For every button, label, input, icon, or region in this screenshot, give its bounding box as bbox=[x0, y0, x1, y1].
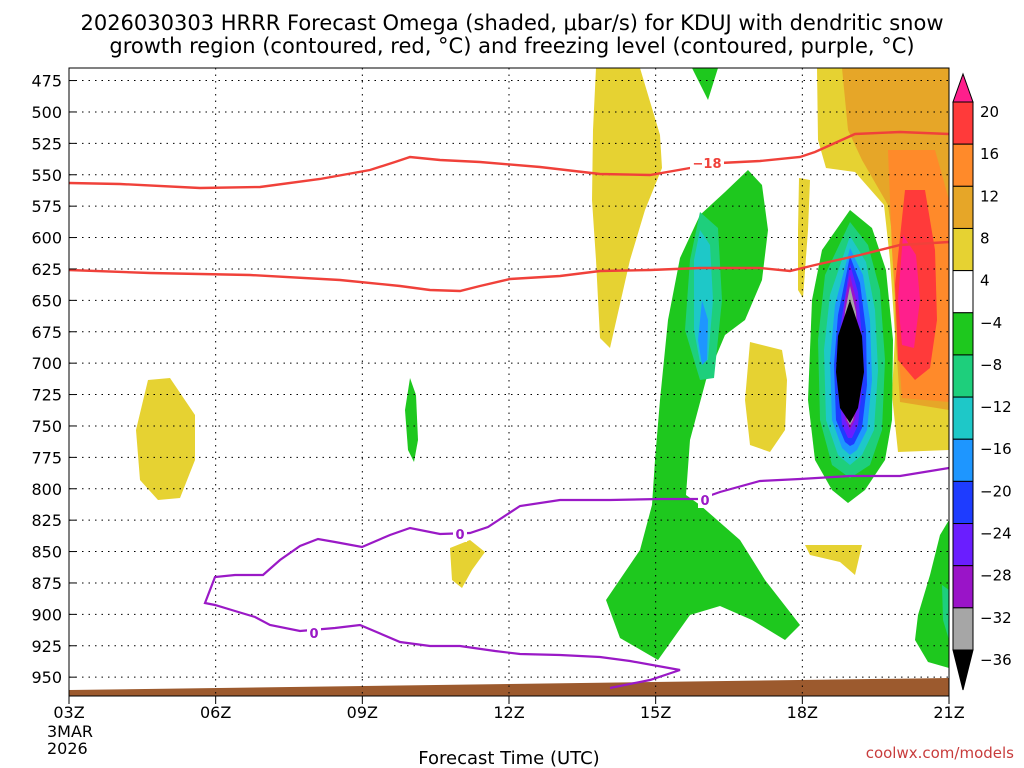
y-tick-label: 600 bbox=[31, 229, 62, 248]
colorbar-label: 16 bbox=[980, 145, 999, 163]
y-tick-label: 700 bbox=[31, 354, 62, 373]
dgz-lower-isotherm bbox=[69, 240, 949, 293]
x-tick-label: 12Z bbox=[493, 703, 524, 722]
freezing-contour-label-1: 0 bbox=[455, 528, 464, 543]
y-tick-label: 950 bbox=[31, 668, 62, 687]
x-tick-label: 18Z bbox=[787, 703, 818, 722]
omega-positive-20 bbox=[898, 235, 920, 348]
freezing-contour-label-3: 0 bbox=[309, 627, 318, 642]
y-tick-label: 850 bbox=[31, 543, 62, 562]
dgz-contour-label: −18 bbox=[693, 157, 722, 172]
x-axis-label: Forecast Time (UTC) bbox=[418, 748, 599, 768]
colorbar-swatch bbox=[952, 565, 974, 609]
y-tick-label: 675 bbox=[31, 323, 62, 342]
y-tick-label: 875 bbox=[31, 574, 62, 593]
freezing-level-contours bbox=[203, 466, 949, 690]
colorbar-swatch bbox=[952, 185, 974, 229]
y-tick-label: 550 bbox=[31, 166, 62, 185]
y-axis: 475 500 525 550 575 600 625 650 675 700 725 750 775 8… bbox=[31, 72, 76, 687]
colorbar-label: −4 bbox=[980, 314, 1002, 332]
freezing-level-upper bbox=[203, 466, 949, 690]
omega-negative-right-edge bbox=[915, 520, 949, 668]
omega-positive-slim-2 bbox=[745, 342, 787, 452]
contour-labels: −18 0 0 0 bbox=[307, 156, 724, 642]
omega-core-black bbox=[836, 300, 864, 423]
omega-negative-thin bbox=[405, 378, 418, 462]
dgz-upper-isotherm bbox=[69, 130, 949, 190]
colorbar-label: −20 bbox=[980, 482, 1012, 500]
colorbar-label: 20 bbox=[980, 103, 999, 121]
colorbar-label: 12 bbox=[980, 187, 999, 205]
omega-negative-main bbox=[606, 170, 800, 660]
colorbar-label: −8 bbox=[980, 356, 1002, 374]
colorbar-swatch bbox=[952, 523, 974, 567]
colorbar: 20 16 12 8 4 −4 −8 −12 −16 −20 −24 −28 −32 −36 bbox=[952, 72, 1012, 691]
omega-positive-small-2 bbox=[805, 545, 862, 575]
x-tick-label: 15Z bbox=[640, 703, 671, 722]
colorbar-swatch bbox=[952, 354, 974, 398]
omega-positive-mid-top bbox=[592, 68, 662, 348]
omega-shading bbox=[136, 68, 949, 668]
colorbar-swatch bbox=[952, 227, 974, 272]
colorbar-swatch bbox=[952, 143, 974, 187]
credit-text: coolwx.com/models bbox=[866, 744, 1014, 762]
x-axis: 03Z 06Z 09Z 12Z 15Z 18Z 21Z bbox=[53, 696, 965, 722]
colorbar-label: −24 bbox=[980, 525, 1012, 543]
colorbar-swatch-min bbox=[952, 649, 974, 691]
colorbar-swatch bbox=[952, 396, 974, 440]
y-tick-label: 625 bbox=[31, 260, 62, 279]
y-tick-label: 900 bbox=[31, 605, 62, 624]
colorbar-swatch bbox=[952, 270, 974, 314]
colorbar-label: −28 bbox=[980, 567, 1012, 585]
x-tick-label: 09Z bbox=[347, 703, 378, 722]
colorbar-label: −36 bbox=[980, 651, 1012, 669]
omega-positive-left bbox=[136, 378, 195, 500]
grid-lines bbox=[69, 68, 949, 696]
omega-positive-small bbox=[450, 540, 485, 588]
chart-title-line1: 2026030303 HRRR Forecast Omega (shaded, … bbox=[80, 11, 943, 35]
colorbar-label: −32 bbox=[980, 609, 1012, 627]
dendritic-growth-contours bbox=[69, 130, 949, 293]
colorbar-swatch bbox=[952, 607, 974, 651]
y-tick-label: 750 bbox=[31, 417, 62, 436]
x-tick-label: 03Z bbox=[53, 703, 84, 722]
y-tick-label: 825 bbox=[31, 511, 62, 530]
y-tick-label: 575 bbox=[31, 197, 62, 216]
y-tick-label: 525 bbox=[31, 134, 62, 153]
y-tick-label: 725 bbox=[31, 386, 62, 405]
x-date-day: 3MAR bbox=[47, 722, 93, 741]
y-tick-label: 475 bbox=[31, 72, 62, 91]
colorbar-swatch bbox=[952, 480, 974, 525]
colorbar-label: −16 bbox=[980, 440, 1012, 458]
colorbar-label: 8 bbox=[980, 229, 990, 247]
y-tick-label: 650 bbox=[31, 291, 62, 310]
y-tick-label: 800 bbox=[31, 480, 62, 499]
x-tick-label: 06Z bbox=[200, 703, 231, 722]
y-tick-label: 500 bbox=[31, 103, 62, 122]
omega-negative-cyan bbox=[694, 230, 713, 362]
colorbar-swatch bbox=[952, 312, 974, 356]
x-date-year: 2026 bbox=[47, 739, 88, 758]
y-tick-label: 775 bbox=[31, 448, 62, 467]
colorbar-swatch-max bbox=[952, 72, 974, 103]
colorbar-label: −12 bbox=[980, 398, 1012, 416]
x-tick-label: 21Z bbox=[933, 703, 964, 722]
chart-title-line2: growth region (contoured, red, °C) and f… bbox=[109, 34, 914, 58]
freezing-contour-label-2: 0 bbox=[700, 494, 709, 509]
colorbar-swatch bbox=[952, 438, 974, 482]
colorbar-label: 4 bbox=[980, 272, 990, 290]
omega-negative-right-edge-cyan bbox=[942, 585, 949, 640]
omega-negative-blue bbox=[698, 300, 708, 365]
colorbar-swatch bbox=[952, 101, 974, 145]
y-tick-label: 925 bbox=[31, 637, 62, 656]
omega-negative-top-spike bbox=[692, 68, 718, 100]
